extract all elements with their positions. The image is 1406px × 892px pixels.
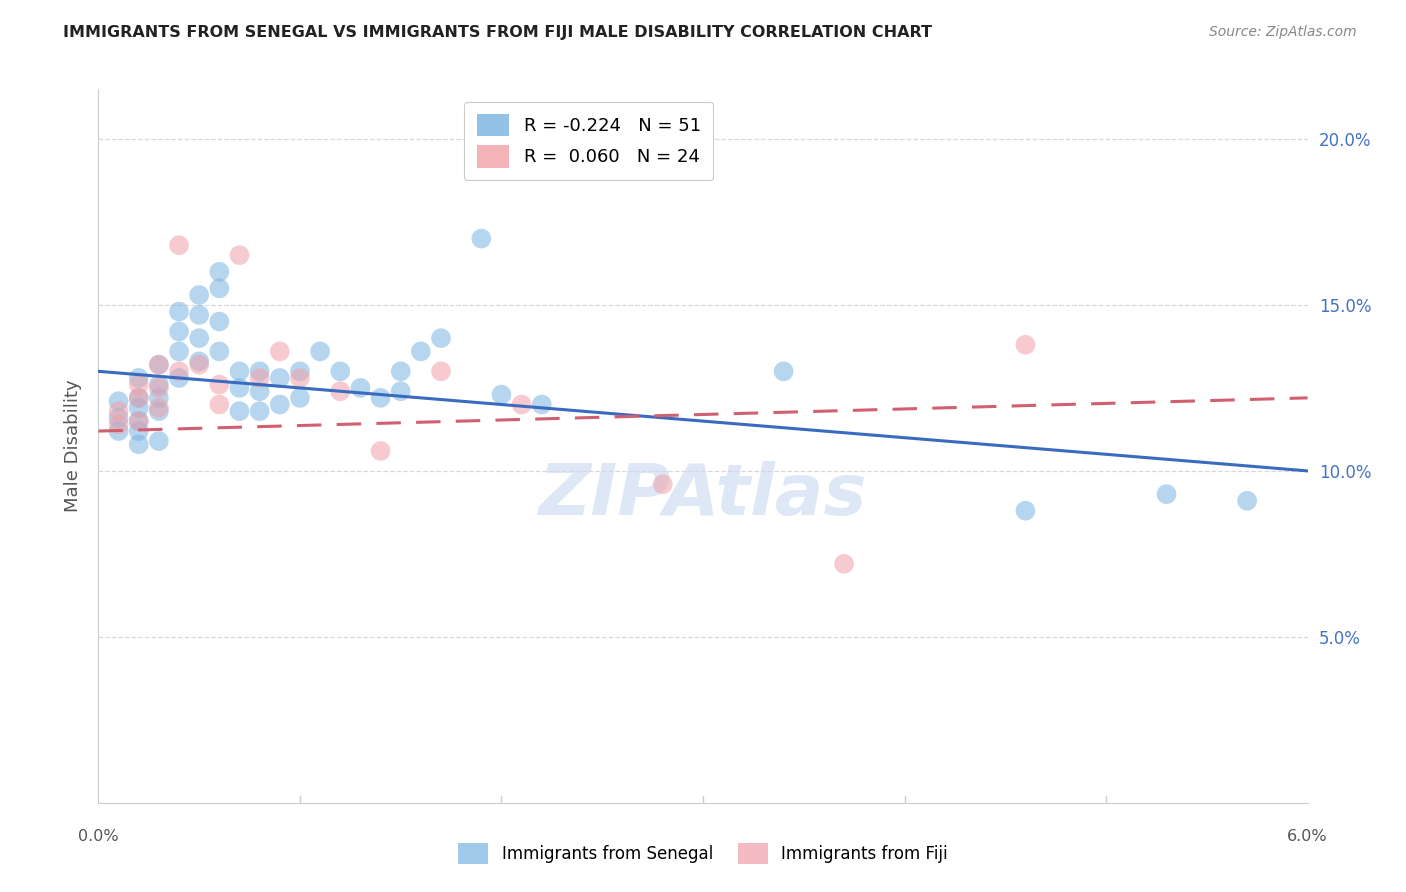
Text: IMMIGRANTS FROM SENEGAL VS IMMIGRANTS FROM FIJI MALE DISABILITY CORRELATION CHAR: IMMIGRANTS FROM SENEGAL VS IMMIGRANTS FR… <box>63 25 932 40</box>
Point <box>208 377 231 392</box>
Point <box>249 404 271 418</box>
Point <box>651 477 673 491</box>
Point <box>1014 338 1036 352</box>
Point <box>288 364 311 378</box>
Point <box>249 364 271 378</box>
Point <box>269 397 291 411</box>
Point <box>128 437 150 451</box>
Point <box>148 358 170 372</box>
Point <box>249 384 271 399</box>
Text: 6.0%: 6.0% <box>1288 830 1327 845</box>
Point <box>208 344 231 359</box>
Point <box>148 404 170 418</box>
Point <box>389 364 412 378</box>
Point <box>188 308 211 322</box>
Point <box>188 288 211 302</box>
Point <box>167 238 190 252</box>
Point <box>128 391 150 405</box>
Point <box>188 331 211 345</box>
Point <box>228 248 250 262</box>
Point <box>128 377 150 392</box>
Point <box>208 281 231 295</box>
Point <box>228 404 250 418</box>
Point <box>188 358 211 372</box>
Point <box>208 397 231 411</box>
Point <box>470 231 492 245</box>
Point <box>167 371 190 385</box>
Point <box>249 371 271 385</box>
Point <box>128 414 150 428</box>
Point <box>409 344 432 359</box>
Point <box>510 397 533 411</box>
Point <box>167 344 190 359</box>
Point <box>128 401 150 415</box>
Point <box>128 371 150 385</box>
Point <box>128 424 150 438</box>
Point <box>167 304 190 318</box>
Point <box>148 377 170 392</box>
Text: 0.0%: 0.0% <box>79 830 118 845</box>
Point <box>430 364 453 378</box>
Point <box>370 391 392 405</box>
Point <box>491 387 513 401</box>
Point <box>269 344 291 359</box>
Point <box>148 434 170 448</box>
Point <box>329 364 352 378</box>
Point <box>228 381 250 395</box>
Point <box>1156 487 1178 501</box>
Point <box>107 410 129 425</box>
Point <box>349 381 371 395</box>
Point <box>107 417 129 432</box>
Point <box>208 314 231 328</box>
Point <box>389 384 412 399</box>
Legend: Immigrants from Senegal, Immigrants from Fiji: Immigrants from Senegal, Immigrants from… <box>451 837 955 871</box>
Point <box>832 557 855 571</box>
Point <box>148 391 170 405</box>
Point <box>288 391 311 405</box>
Point <box>309 344 332 359</box>
Point <box>167 325 190 339</box>
Point <box>148 381 170 395</box>
Legend: R = -0.224   N = 51, R =  0.060   N = 24: R = -0.224 N = 51, R = 0.060 N = 24 <box>464 102 713 180</box>
Y-axis label: Male Disability: Male Disability <box>63 380 82 512</box>
Point <box>107 394 129 409</box>
Point <box>1236 493 1258 508</box>
Point <box>269 371 291 385</box>
Point <box>228 364 250 378</box>
Point <box>329 384 352 399</box>
Point <box>128 414 150 428</box>
Point <box>148 401 170 415</box>
Point <box>148 358 170 372</box>
Point <box>188 354 211 368</box>
Point <box>1014 504 1036 518</box>
Text: ZIPAtlas: ZIPAtlas <box>538 461 868 531</box>
Point <box>530 397 553 411</box>
Text: Source: ZipAtlas.com: Source: ZipAtlas.com <box>1209 25 1357 39</box>
Point <box>430 331 453 345</box>
Point <box>107 404 129 418</box>
Point <box>208 265 231 279</box>
Point <box>107 424 129 438</box>
Point <box>167 364 190 378</box>
Point <box>288 371 311 385</box>
Point <box>370 444 392 458</box>
Point <box>772 364 794 378</box>
Point <box>128 391 150 405</box>
